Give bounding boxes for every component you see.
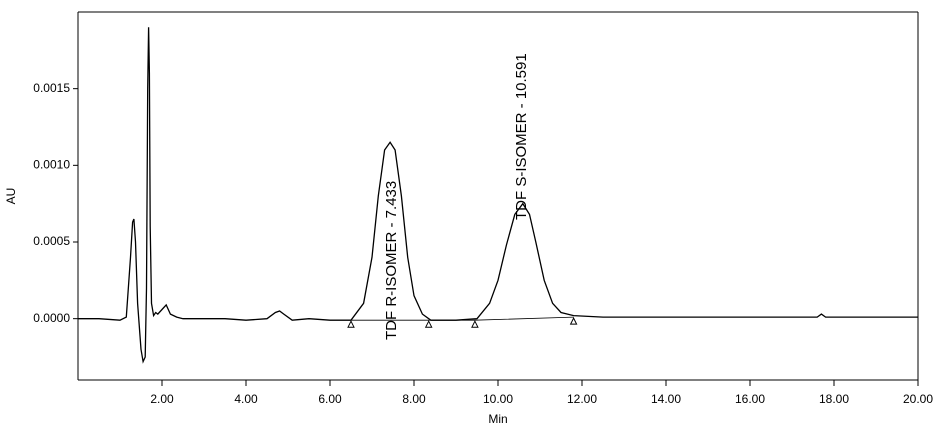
y-tick-label: 0.0005 — [33, 234, 70, 248]
x-tick-label: 14.00 — [651, 392, 681, 406]
x-tick-label: 12.00 — [567, 392, 597, 406]
y-tick-label: 0.0000 — [33, 311, 70, 325]
peak-label: TDF R-ISOMER - 7.433 — [383, 181, 400, 340]
x-tick-label: 16.00 — [735, 392, 765, 406]
y-axis-label: AU — [4, 188, 18, 205]
x-tick-label: 2.00 — [150, 392, 174, 406]
trace — [78, 27, 918, 364]
y-tick-label: 0.0015 — [33, 81, 70, 95]
x-tick-label: 20.00 — [903, 392, 933, 406]
baseline-marker — [569, 317, 578, 325]
x-tick-label: 8.00 — [402, 392, 426, 406]
x-tick-label: 18.00 — [819, 392, 849, 406]
x-tick-label: 4.00 — [234, 392, 258, 406]
baseline-marker — [471, 320, 479, 328]
peak-label: TDF S-ISOMER - 10.591 — [513, 53, 530, 220]
x-tick-label: 6.00 — [318, 392, 342, 406]
baseline-marker — [347, 320, 355, 328]
baseline — [351, 316, 574, 321]
baseline-marker — [424, 320, 433, 328]
x-axis-label: Min — [488, 412, 507, 426]
y-tick-label: 0.0010 — [33, 158, 70, 172]
x-tick-label: 10.00 — [483, 392, 513, 406]
